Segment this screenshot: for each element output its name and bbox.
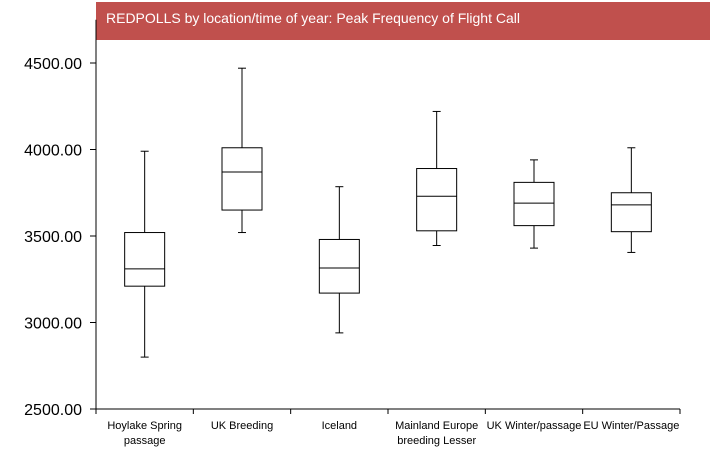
boxes (124, 67, 652, 358)
axes (95, 19, 680, 410)
x-tick-label: Mainland Europe breeding Lesser (395, 420, 478, 447)
y-tick-label: 2500.00 (24, 402, 82, 419)
iqr-box (416, 168, 458, 232)
box-plot-item (318, 186, 360, 334)
x-tick-label: EU Winter/Passage (583, 420, 679, 432)
x-tick-label: Hoylake Spring passage (107, 420, 182, 447)
x-tick-label: UK Breeding (211, 420, 273, 432)
y-axis-ticks: 2500.00 3000.00 3500.00 4000.00 4500.00 (24, 56, 96, 419)
x-tick-label: Iceland (322, 420, 357, 432)
box-plot-item (221, 67, 263, 234)
box-plot-item (124, 150, 166, 358)
box-plot-item (416, 110, 458, 247)
x-axis-ticks: Hoylake Spring passage UK Breeding Iceland M… (95, 409, 681, 447)
y-tick-label: 3500.00 (24, 229, 82, 246)
box-plot-item (513, 159, 555, 249)
iqr-box (318, 238, 360, 294)
iqr-box (124, 232, 166, 287)
chart-title: REDPOLLS by location/time of year: Peak … (96, 2, 710, 40)
y-tick-label: 3000.00 (24, 316, 82, 333)
iqr-box (221, 147, 263, 211)
y-tick-label: 4500.00 (24, 56, 82, 73)
iqr-box (513, 181, 555, 227)
iqr-box (610, 192, 652, 233)
box-plot-item (610, 147, 652, 253)
y-tick-label: 4000.00 (24, 143, 82, 160)
x-tick-label: UK Winter/passage (487, 420, 582, 432)
